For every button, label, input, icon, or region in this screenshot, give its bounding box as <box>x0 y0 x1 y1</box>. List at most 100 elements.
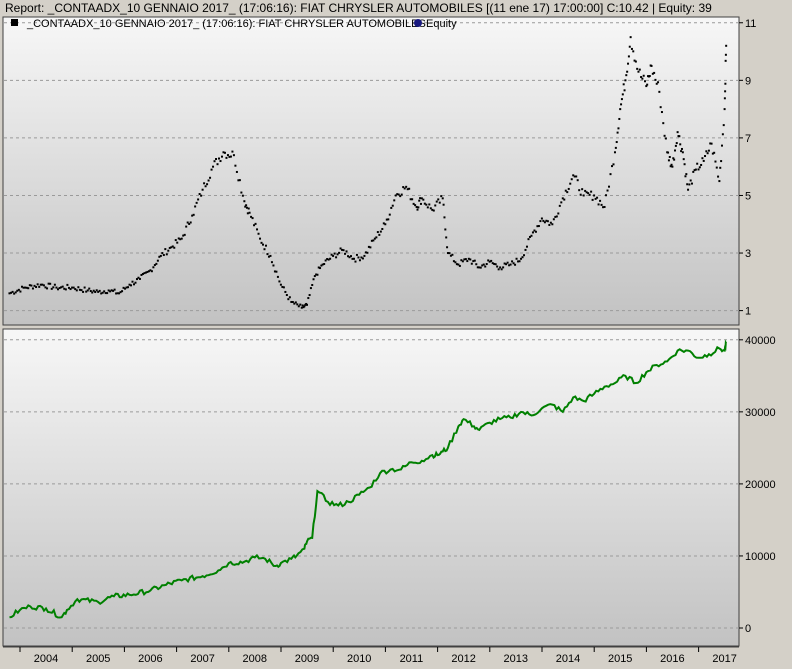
price-point <box>94 291 97 294</box>
price-point <box>432 209 435 212</box>
price-point <box>131 280 134 283</box>
price-point <box>557 212 560 215</box>
price-point <box>724 53 727 56</box>
price-point <box>657 81 660 84</box>
price-point <box>235 170 238 173</box>
price-point <box>165 253 168 256</box>
price-point <box>678 135 681 138</box>
price-point <box>378 233 381 236</box>
price-point <box>312 278 315 281</box>
price-point <box>225 156 228 159</box>
price-point <box>141 272 144 275</box>
price-panel-grid <box>4 22 739 312</box>
price-point <box>110 289 113 292</box>
price-point <box>724 90 727 93</box>
price-point <box>397 193 400 196</box>
price-point <box>284 290 287 293</box>
price-point <box>201 188 204 191</box>
price-point <box>91 291 94 294</box>
price-point <box>473 259 476 262</box>
price-point <box>311 284 314 287</box>
price-point <box>134 281 137 284</box>
price-point <box>685 173 688 176</box>
price-point <box>422 198 425 201</box>
price-point <box>306 303 308 306</box>
price-point <box>673 158 676 161</box>
price-point <box>121 290 124 293</box>
price-point <box>158 255 161 258</box>
price-point <box>162 254 165 257</box>
price-point <box>610 165 613 168</box>
price-point <box>723 108 726 111</box>
price-point <box>373 237 376 240</box>
price-point <box>711 152 714 155</box>
price-point <box>67 286 70 289</box>
price-point <box>360 256 363 259</box>
price-point <box>320 264 323 267</box>
price-point <box>536 225 539 228</box>
price-point <box>80 289 83 292</box>
price-point <box>554 215 557 218</box>
price-point <box>511 260 514 263</box>
price-point <box>33 284 36 287</box>
price-point <box>693 169 696 172</box>
price-point <box>594 197 597 200</box>
price-point <box>207 179 210 182</box>
price-point <box>502 266 505 269</box>
price-point <box>469 258 472 261</box>
price-point <box>8 292 11 295</box>
price-point <box>113 288 116 291</box>
price-point <box>442 203 445 206</box>
price-point <box>144 271 147 274</box>
price-point <box>669 165 672 168</box>
price-point <box>509 263 512 266</box>
equity-tick-label: 0 <box>745 623 751 635</box>
price-point <box>451 253 454 256</box>
price-point <box>479 266 482 269</box>
price-point <box>41 283 44 286</box>
price-point <box>530 234 533 237</box>
price-point <box>287 298 290 301</box>
price-tick-label: 1 <box>745 306 751 318</box>
price-point <box>619 108 622 111</box>
price-point <box>259 237 262 240</box>
price-point <box>152 266 155 269</box>
price-point <box>527 238 530 241</box>
price-point <box>481 264 484 267</box>
price-point <box>19 290 22 293</box>
price-point <box>319 267 322 270</box>
price-point <box>722 124 725 127</box>
price-point <box>260 241 263 244</box>
price-point <box>98 289 101 292</box>
price-point <box>344 252 347 255</box>
price-point <box>132 283 135 286</box>
price-point <box>309 287 312 290</box>
price-point <box>119 291 122 294</box>
x-tick-label: 2017 <box>712 653 736 665</box>
price-point <box>506 261 509 264</box>
price-point <box>622 83 625 86</box>
price-point <box>364 251 367 254</box>
price-point <box>237 179 240 182</box>
price-point <box>251 217 254 220</box>
price-point <box>269 254 272 257</box>
price-point <box>542 219 545 222</box>
x-tick-label: 2016 <box>660 653 684 665</box>
price-point <box>103 290 106 293</box>
price-point <box>203 182 206 185</box>
price-point <box>218 157 221 160</box>
price-point <box>514 263 517 266</box>
price-point <box>11 290 14 293</box>
price-point <box>478 266 481 269</box>
price-point <box>245 206 248 209</box>
price-point <box>487 259 490 262</box>
price-point <box>472 260 475 263</box>
price-point <box>505 263 508 266</box>
price-point <box>517 260 520 263</box>
price-point <box>299 303 302 306</box>
price-point <box>715 166 718 169</box>
price-point <box>333 252 336 255</box>
price-point <box>494 263 497 266</box>
price-point <box>101 291 104 294</box>
